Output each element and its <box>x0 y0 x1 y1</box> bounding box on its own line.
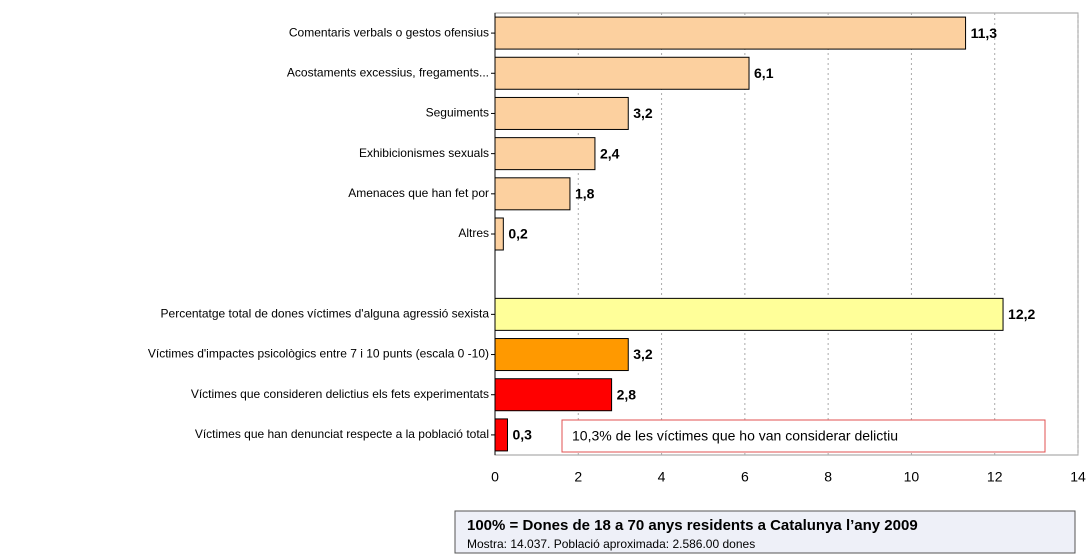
bar <box>494 418 508 452</box>
value-label: 11,3 <box>971 25 998 41</box>
y-tick-label: Víctimes que han denunciat respecte a la… <box>195 427 489 441</box>
y-tick-label: Exhibicionismes sexuals <box>359 146 489 160</box>
value-label: 1,8 <box>575 186 595 202</box>
value-label: 0,3 <box>512 427 532 443</box>
x-tick-label: 2 <box>574 469 582 485</box>
y-tick-label: Víctimes d'impactes psicològics entre 7 … <box>148 347 489 361</box>
x-tick-label: 6 <box>741 469 749 485</box>
y-tick-label: Percentatge total de dones víctimes d'al… <box>161 307 490 321</box>
value-label: 3,2 <box>633 105 653 121</box>
bar <box>494 96 629 130</box>
x-tick-label: 0 <box>491 469 499 485</box>
x-tick-label: 8 <box>824 469 832 485</box>
y-tick-label: Comentaris verbals o gestos ofensius <box>289 25 489 39</box>
bar <box>494 217 504 251</box>
value-label: 12,2 <box>1008 306 1035 322</box>
note-box <box>454 510 1076 554</box>
y-tick-label: Amenaces que han fet por <box>348 186 489 200</box>
value-label: 0,2 <box>508 226 528 242</box>
value-label: 2,8 <box>617 386 637 402</box>
value-label: 6,1 <box>754 65 774 81</box>
bar <box>494 177 571 211</box>
x-tick-label: 12 <box>987 469 1003 485</box>
value-label: 3,2 <box>633 346 653 362</box>
y-tick-label: Acostaments excessius, fregaments... <box>287 65 489 79</box>
bar <box>494 338 629 372</box>
x-tick-label: 4 <box>658 469 666 485</box>
bar <box>494 378 613 412</box>
bar <box>494 137 596 171</box>
annotation: 10,3% de les víctimes que ho van conside… <box>572 428 898 444</box>
note-text: Mostra: 14.037. Població aproximada: 2.5… <box>467 537 755 551</box>
note-title: 100% = Dones de 18 a 70 anys residents a… <box>467 517 918 534</box>
value-label: 2,4 <box>600 145 620 161</box>
bar <box>494 56 750 90</box>
y-tick-label: Altres <box>458 226 489 240</box>
y-tick-label: Víctimes que consideren delictius els fe… <box>191 387 489 401</box>
x-tick-label: 10 <box>904 469 920 485</box>
annotation-box <box>561 419 1046 453</box>
x-tick-label: 14 <box>1070 469 1086 485</box>
bar <box>494 297 1004 331</box>
bar <box>494 16 967 50</box>
y-tick-label: Seguiments <box>426 106 489 120</box>
